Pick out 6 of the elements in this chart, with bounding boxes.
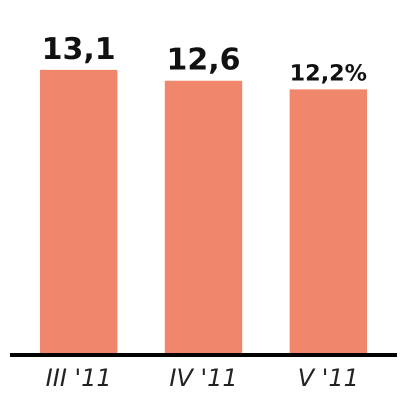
x-tick-label: IV '11 <box>169 364 238 392</box>
data-label: 12,6 <box>166 42 241 78</box>
data-label: 13,1 <box>42 32 116 67</box>
x-tick-label: III '11 <box>46 364 112 392</box>
x-tick-label: V '11 <box>298 364 359 392</box>
data-label: 12,2% <box>290 60 368 86</box>
